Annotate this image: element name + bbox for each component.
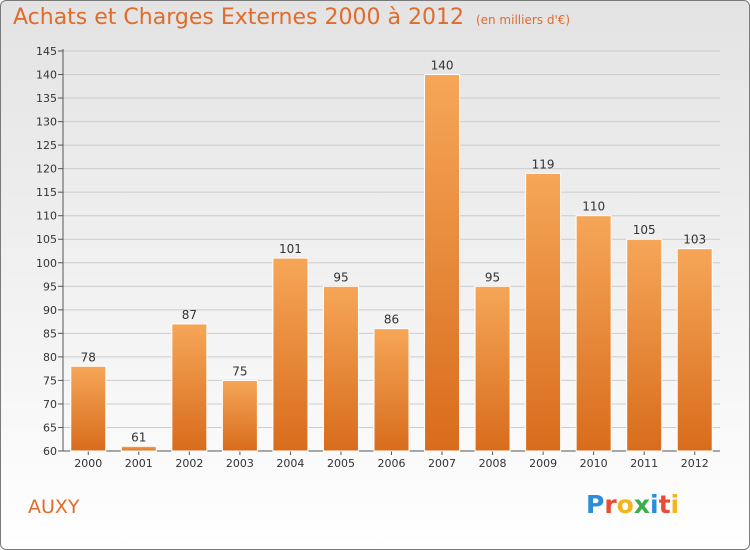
bar-2008: [474, 285, 511, 452]
x-tick-label-2003: 2003: [226, 457, 254, 470]
data-label-2004: 101: [279, 242, 302, 256]
logo-letter: t: [658, 490, 671, 519]
data-label-2000: 78: [81, 350, 96, 364]
x-tick-label-2004: 2004: [276, 457, 304, 470]
x-tick-label-2012: 2012: [681, 457, 709, 470]
x-tick-label-2007: 2007: [428, 457, 456, 470]
bar-2003: [221, 379, 258, 452]
x-tick-label-2006: 2006: [378, 457, 406, 470]
logo-letter: i: [670, 490, 680, 519]
labels: 60 65 70 75 80 85 90 95 100 105 110 115 120 125 130 135…: [36, 45, 709, 470]
y-tick-label: 110: [36, 210, 57, 223]
bar-2001: [120, 445, 157, 452]
x-tick-label-2010: 2010: [580, 457, 608, 470]
y-tick-label: 65: [43, 421, 57, 434]
y-tick-label: 145: [36, 45, 57, 58]
data-label-2007: 140: [431, 59, 454, 73]
bar-2002: [171, 323, 208, 452]
bar-2010: [575, 215, 612, 452]
proxiti-logo[interactable]: Proxiti: [586, 490, 679, 519]
y-tick-label: 60: [43, 445, 57, 458]
bars: [70, 74, 713, 452]
y-tick-label: 70: [43, 398, 57, 411]
y-tick-label: 80: [43, 351, 57, 364]
x-tick-label-2005: 2005: [327, 457, 355, 470]
logo-letter: i: [650, 490, 659, 519]
y-tick-label: 130: [36, 116, 57, 129]
x-tick-label-2011: 2011: [630, 457, 658, 470]
bar-2011: [626, 238, 663, 452]
bar-2012: [676, 248, 713, 452]
data-label-2012: 103: [683, 233, 706, 247]
data-label-2011: 105: [633, 223, 656, 237]
y-tick-label: 120: [36, 163, 57, 176]
bar-2005: [322, 285, 359, 452]
x-tick-label-2009: 2009: [529, 457, 557, 470]
y-tick-label: 115: [36, 186, 57, 199]
commune-name: AUXY: [28, 496, 80, 518]
logo-letter: o: [616, 490, 634, 519]
y-tick-label: 140: [36, 69, 57, 82]
bar-2000: [70, 365, 107, 452]
data-label-2001: 61: [131, 430, 146, 444]
y-tick-label: 85: [43, 327, 57, 340]
y-tick-label: 135: [36, 92, 57, 105]
y-tick-label: 105: [36, 233, 57, 246]
chart-title: Achats et Charges Externes 2000 à 2012 (e…: [13, 5, 570, 30]
data-label-2009: 119: [532, 157, 555, 171]
logo-letter: r: [604, 490, 617, 519]
chart-title-text: Achats et Charges Externes 2000 à 2012: [13, 5, 464, 30]
data-label-2010: 110: [582, 200, 605, 214]
y-tick-label: 90: [43, 304, 57, 317]
bar-2006: [373, 328, 410, 452]
y-tick-label: 75: [43, 374, 57, 387]
data-label-2008: 95: [485, 270, 500, 284]
data-label-2002: 87: [182, 308, 197, 322]
bar-2004: [272, 257, 309, 452]
chart-subtitle: (en milliers d'€): [475, 13, 571, 27]
x-tick-label-2008: 2008: [479, 457, 507, 470]
x-tick-label-2002: 2002: [175, 457, 203, 470]
logo-letter: x: [633, 490, 650, 519]
bar-2009: [525, 172, 562, 452]
data-label-2005: 95: [333, 270, 348, 284]
bar-2007: [424, 74, 461, 452]
x-tick-label-2000: 2000: [74, 457, 102, 470]
y-tick-label: 100: [36, 257, 57, 270]
y-tick-label: 125: [36, 139, 57, 152]
y-tick-label: 95: [43, 280, 57, 293]
x-tick-label-2001: 2001: [125, 457, 153, 470]
data-label-2006: 86: [384, 313, 399, 327]
data-label-2003: 75: [232, 364, 247, 378]
logo-letter: P: [586, 490, 605, 519]
